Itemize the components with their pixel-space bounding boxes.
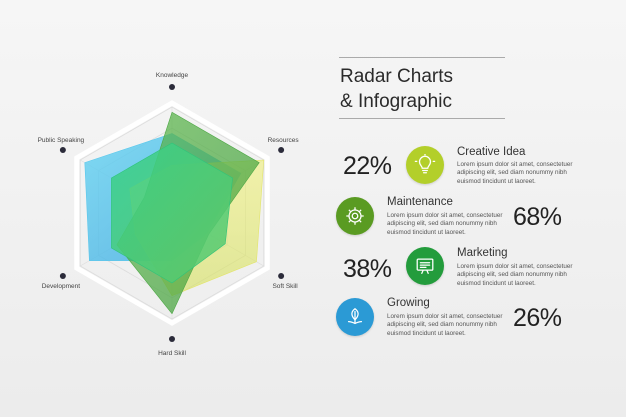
radar-series-4 [111, 142, 233, 284]
axis-label: Public Speaking [38, 137, 85, 144]
radar-axis-dots [59, 84, 285, 342]
axis-label: Development [42, 283, 80, 290]
radar-chart: Knowledge Resources Soft Skill Hard Skill De… [38, 72, 300, 357]
item-title: Growing [387, 297, 430, 309]
axis-dot [278, 273, 285, 279]
axis-label: Soft Skill [272, 283, 298, 290]
radar-grid-outer-ring [74, 100, 270, 326]
axis-label: Knowledge [156, 72, 189, 79]
item-title: Marketing [457, 247, 508, 259]
axis-dot [59, 273, 66, 279]
icon-circle [406, 146, 444, 184]
axis-dot [59, 147, 66, 153]
title-rule-top [339, 57, 505, 58]
title-rule-bottom [339, 118, 505, 119]
item-title: Maintenance [387, 196, 453, 208]
item-description: Lorem ipsum dolor sit amet, consectetuer… [387, 313, 503, 337]
icon-circle [336, 298, 374, 336]
axis-label: Resources [268, 137, 300, 144]
percent-value: 68% [513, 203, 562, 231]
percent-value: 38% [343, 255, 392, 283]
axis-dot [278, 147, 285, 153]
radar-series-group [84, 112, 265, 315]
leaf-icon [347, 307, 363, 325]
page-title: Radar Charts & Infographic [340, 64, 540, 114]
item-description: Lorem ipsum dolor sit amet, consectetuer… [457, 161, 573, 185]
icon-circle [406, 247, 444, 285]
axis-label: Hard Skill [158, 350, 186, 357]
icon-circle [336, 197, 374, 235]
gear-icon [346, 207, 364, 225]
item-title: Creative Idea [457, 146, 526, 158]
item-description: Lorem ipsum dolor sit amet, consectetuer… [457, 263, 573, 287]
percent-value: 26% [513, 304, 562, 332]
presentation-icon [416, 258, 434, 274]
radar-axis-labels: Knowledge Resources Soft Skill Hard Skill De… [38, 72, 300, 357]
axis-dot [169, 336, 175, 342]
lightbulb-icon [414, 154, 436, 174]
percent-value: 22% [343, 152, 392, 180]
title-line-2: & Infographic [340, 91, 452, 112]
title-line-1: Radar Charts [340, 66, 453, 87]
item-description: Lorem ipsum dolor sit amet, consectetuer… [387, 212, 503, 236]
axis-dot [169, 84, 175, 90]
